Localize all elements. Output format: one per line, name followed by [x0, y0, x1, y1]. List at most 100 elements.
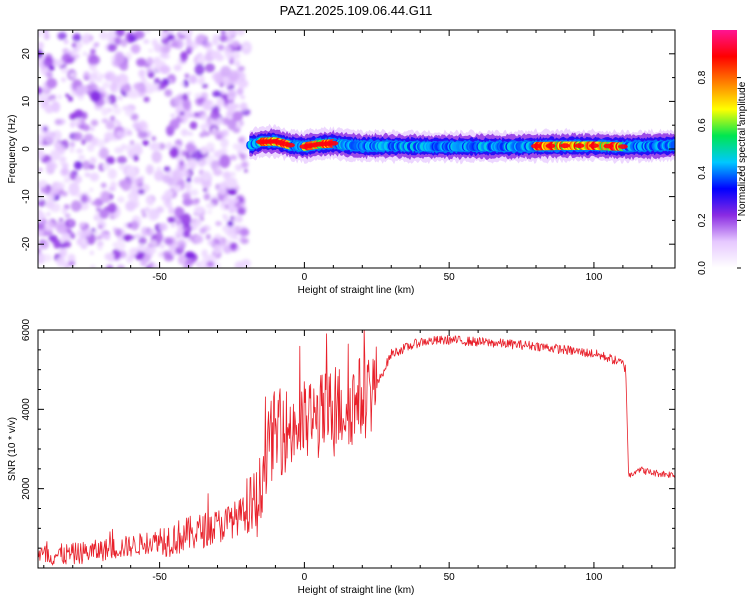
noise-blob — [207, 210, 212, 215]
noise-blob — [43, 126, 48, 132]
noise-blob — [193, 206, 205, 215]
noise-blob — [160, 30, 169, 39]
noise-blob — [144, 63, 150, 68]
noise-blob — [186, 238, 191, 243]
noise-blob — [142, 140, 150, 146]
noise-blob — [203, 188, 208, 192]
noise-blob — [138, 121, 149, 132]
colorbar-label: Normalized spectral amplitude — [737, 81, 748, 216]
noise-blob — [89, 250, 94, 255]
noise-blob — [138, 69, 146, 78]
signal-peak-blob — [328, 140, 339, 146]
noise-blob — [61, 67, 69, 74]
noise-blob — [230, 56, 235, 62]
snr-panel: -50 0 50 100 2000 4000 6000 Height of straigh… — [7, 318, 676, 596]
noise-blob — [197, 97, 205, 104]
spectrogram-x-tick-label: 0 — [302, 272, 308, 283]
signal-peak-blob — [617, 144, 628, 150]
noise-blob — [156, 166, 162, 172]
noise-blob — [58, 218, 64, 222]
noise-blob — [212, 244, 222, 255]
noise-blob — [67, 95, 74, 102]
spectrogram-x-tick-label: -50 — [152, 272, 167, 283]
noise-blob — [215, 221, 221, 226]
noise-blob — [210, 148, 215, 153]
noise-blob — [164, 89, 173, 97]
noise-blob — [178, 93, 183, 97]
noise-blob — [133, 30, 145, 40]
noise-blob — [141, 226, 149, 235]
noise-blob — [210, 111, 220, 120]
noise-blob — [79, 222, 86, 228]
noise-blob — [102, 163, 111, 170]
noise-blob — [46, 78, 58, 89]
noise-blob — [156, 206, 165, 214]
colorbar-tick-label: 0.6 — [697, 118, 708, 132]
noise-blob — [45, 160, 56, 171]
noise-blob — [200, 92, 209, 100]
chart-title: PAZ1.2025.109.06.44.G11 — [280, 3, 433, 18]
noise-blob — [193, 176, 203, 184]
noise-blob — [182, 93, 189, 101]
noise-blob — [228, 70, 239, 82]
spectrogram-x-ticks: -50 0 50 100 — [43, 30, 653, 283]
noise-blob — [151, 39, 158, 47]
noise-blob — [46, 212, 51, 217]
noise-blob — [184, 111, 191, 118]
noise-blob — [128, 205, 134, 210]
noise-blob — [167, 177, 175, 187]
noise-blob — [113, 137, 118, 142]
noise-blob — [175, 219, 181, 226]
noise-blob — [180, 30, 189, 36]
noise-blob — [80, 194, 89, 204]
noise-blob — [173, 95, 183, 107]
noise-blob — [182, 192, 191, 200]
noise-blob — [187, 131, 194, 137]
noise-blob — [53, 141, 60, 148]
noise-blob — [69, 232, 76, 239]
noise-blob — [187, 91, 191, 96]
noise-blob — [165, 142, 173, 150]
noise-blob — [101, 107, 109, 116]
noise-blob — [239, 120, 244, 126]
noise-blob — [90, 119, 99, 127]
noise-blob — [112, 103, 118, 108]
noise-blob — [69, 147, 75, 153]
noise-blob — [180, 128, 189, 137]
colorbar-gradient — [712, 30, 737, 268]
noise-blob — [40, 186, 47, 194]
noise-blob — [199, 227, 207, 234]
noise-blob — [238, 135, 247, 145]
noise-blob — [174, 231, 179, 236]
noise-blob — [67, 253, 76, 263]
signal-peak-blob — [531, 143, 541, 149]
noise-blob — [241, 161, 249, 169]
noise-blob — [45, 71, 53, 79]
noise-blob — [212, 90, 222, 98]
noise-blob — [97, 243, 103, 251]
spectrogram-panel: -50 0 50 100 -20 -10 0 10 20 Height of straight… — [7, 29, 676, 296]
noise-blob — [194, 93, 202, 99]
noise-blob — [143, 39, 150, 44]
noise-blob — [82, 33, 92, 45]
noise-blob — [110, 115, 116, 122]
noise-blob — [63, 177, 71, 183]
noise-blob — [164, 199, 172, 209]
noise-blob — [200, 113, 209, 121]
noise-blob — [93, 42, 100, 47]
noise-blob — [169, 119, 180, 129]
noise-blob — [95, 236, 100, 241]
noise-blob — [201, 170, 212, 182]
noise-blob — [38, 196, 43, 201]
noise-blob — [116, 264, 125, 268]
noise-blob — [235, 164, 243, 172]
noise-blob — [239, 228, 250, 237]
noise-blob — [107, 202, 117, 214]
noise-blob — [223, 45, 232, 56]
noise-blob — [243, 169, 248, 173]
noise-blob — [81, 139, 86, 146]
noise-blob — [236, 87, 244, 95]
noise-blob — [182, 229, 191, 238]
noise-blob — [189, 74, 198, 84]
noise-blob — [179, 169, 190, 178]
